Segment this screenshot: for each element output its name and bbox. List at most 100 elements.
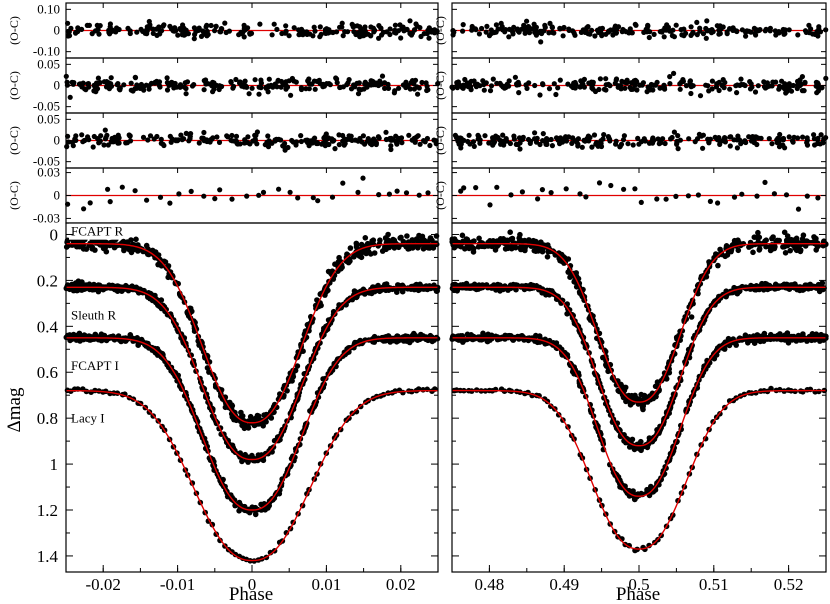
residual-point xyxy=(563,138,570,144)
residual-point xyxy=(755,83,761,89)
residual-point xyxy=(340,138,346,144)
residual-point xyxy=(310,195,316,201)
residual-point xyxy=(362,24,368,30)
residual-point xyxy=(417,25,423,31)
residual-y-label: (O-C) xyxy=(7,16,21,45)
residual-point xyxy=(770,79,776,85)
residual-point xyxy=(461,185,467,191)
residual-point xyxy=(427,142,433,149)
residual-point xyxy=(361,86,367,92)
residual-point xyxy=(624,77,630,83)
residual-point xyxy=(543,141,549,147)
residual-point xyxy=(101,142,107,148)
residual-point xyxy=(237,79,243,85)
residual-point xyxy=(650,136,656,142)
residual-point xyxy=(357,34,363,40)
residual-point xyxy=(212,196,218,202)
residual-point xyxy=(415,133,421,139)
residual-point xyxy=(804,193,810,199)
residual-point xyxy=(548,136,554,143)
residual-point xyxy=(132,188,138,194)
data-point xyxy=(455,285,462,291)
data-point xyxy=(427,237,433,243)
residual-point xyxy=(713,84,720,90)
residual-point xyxy=(754,141,760,148)
residual-point xyxy=(796,79,802,85)
residual-y-label: (O-C) xyxy=(433,71,447,100)
residual-point xyxy=(146,86,152,92)
residual-point xyxy=(716,27,722,33)
residual-point xyxy=(776,86,782,92)
residual-point xyxy=(643,26,649,32)
residual-point xyxy=(658,140,664,146)
residual-point xyxy=(216,139,223,145)
residual-point xyxy=(241,140,248,146)
residual-point xyxy=(134,29,140,35)
residual-point xyxy=(769,141,775,147)
residual-point xyxy=(776,144,783,150)
residual-point xyxy=(271,21,277,27)
residual-point xyxy=(524,28,530,34)
residual-point xyxy=(141,87,147,93)
residual-y-label: (O-C) xyxy=(7,126,21,155)
residual-point xyxy=(140,28,146,34)
residual-point xyxy=(319,141,325,147)
residual-point xyxy=(555,85,561,91)
residual-point xyxy=(274,26,280,32)
residual-point xyxy=(466,80,472,86)
residual-point xyxy=(622,85,628,91)
residual-point xyxy=(391,90,397,96)
residual-point xyxy=(515,79,521,85)
residual-point xyxy=(314,78,320,84)
residual-point xyxy=(540,81,546,87)
data-point xyxy=(543,292,549,298)
residual-point xyxy=(407,30,413,36)
residual-point xyxy=(520,134,526,140)
residual-point xyxy=(248,30,255,36)
residual-point xyxy=(495,26,501,32)
residual-point xyxy=(73,133,79,139)
residual-point xyxy=(762,179,768,185)
residual-point xyxy=(85,81,92,87)
residual-y-label: (O-C) xyxy=(433,181,447,210)
residual-point xyxy=(596,86,602,93)
data-point xyxy=(460,238,466,245)
residual-point xyxy=(145,137,151,143)
data-point xyxy=(804,338,810,344)
data-point xyxy=(252,511,259,518)
residual-point xyxy=(641,136,647,142)
residual-point xyxy=(411,27,418,33)
data-point xyxy=(400,389,406,396)
residual-point xyxy=(370,137,376,143)
residual-point xyxy=(318,31,324,37)
residual-point xyxy=(373,140,379,146)
residual-point xyxy=(144,31,150,37)
residual-point xyxy=(212,28,218,34)
residual-point xyxy=(245,134,251,140)
data-point xyxy=(782,250,789,256)
residual-panel: (O-C) xyxy=(433,167,827,224)
residual-point xyxy=(86,137,92,143)
residual-tick-label: 0 xyxy=(54,133,61,148)
data-point xyxy=(770,234,776,240)
data-point xyxy=(663,376,670,382)
residual-point xyxy=(675,133,681,139)
residual-point xyxy=(107,21,113,27)
residual-point xyxy=(154,133,160,140)
residual-point xyxy=(176,191,182,197)
residual-point xyxy=(79,132,85,138)
residual-point xyxy=(577,191,583,197)
data-point xyxy=(133,236,139,243)
residual-point xyxy=(337,24,343,30)
residual-point xyxy=(201,193,207,199)
residual-point xyxy=(506,34,512,40)
data-point xyxy=(411,238,417,244)
data-point xyxy=(89,283,96,290)
residual-point xyxy=(408,79,414,86)
residual-point xyxy=(526,80,532,86)
data-point xyxy=(806,239,812,246)
residual-point xyxy=(458,145,464,151)
residual-point xyxy=(483,29,489,35)
panel-column-1: 0.100-0.10(O-C)0.050-0.05(O-C)0.050-0.05… xyxy=(7,1,441,594)
